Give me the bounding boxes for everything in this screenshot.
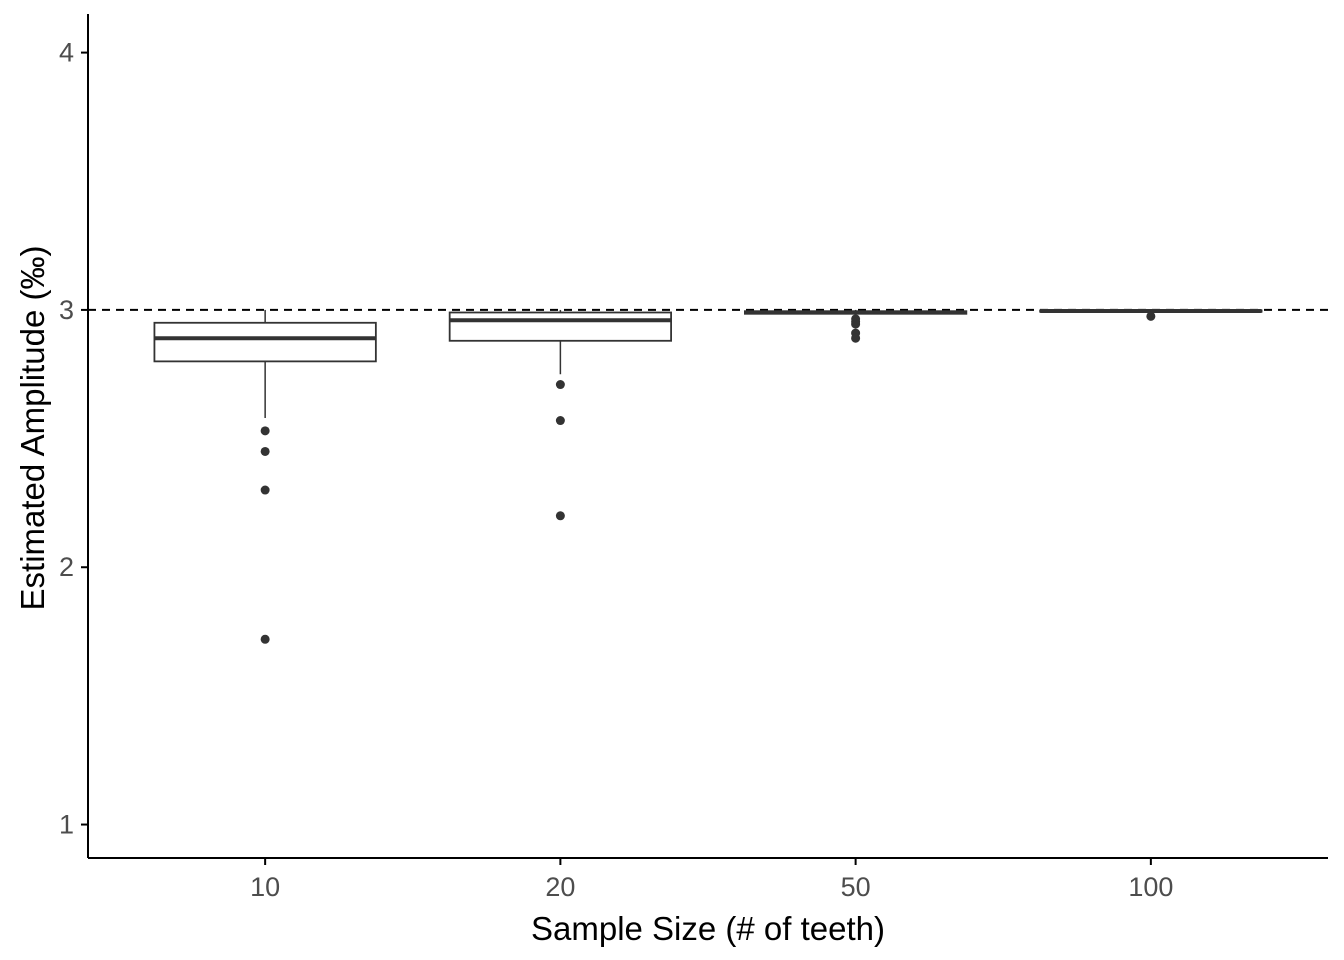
outlier-point <box>555 380 565 390</box>
outlier-point <box>260 426 270 436</box>
y-tick-label: 4 <box>59 38 74 68</box>
y-axis-title: Estimated Amplitude (‰) <box>14 246 51 611</box>
y-tick-label: 2 <box>59 552 74 582</box>
box-group-20 <box>448 309 672 521</box>
outlier-point <box>1146 311 1156 321</box>
x-tick-label: 100 <box>1128 872 1173 902</box>
x-tick-label: 50 <box>841 872 871 902</box>
outlier-point <box>260 446 270 456</box>
box-group-10 <box>153 309 377 644</box>
y-tick-label: 3 <box>59 295 74 325</box>
box <box>448 311 672 342</box>
x-tick-label: 20 <box>545 872 575 902</box>
plot-area <box>88 308 1328 644</box>
outlier-point <box>260 634 270 644</box>
y-tick-label: 1 <box>59 810 74 840</box>
axes <box>87 14 1328 859</box>
outlier-point <box>851 319 861 329</box>
outlier-point <box>555 511 565 521</box>
outlier-point <box>851 333 861 343</box>
outlier-point <box>555 416 565 426</box>
ticks: 1 2 3 4 10 20 50 100 <box>59 38 1173 902</box>
x-axis-title: Sample Size (# of teeth) <box>531 910 885 947</box>
box <box>153 321 377 363</box>
outlier-point <box>260 485 270 495</box>
box-group-50 <box>744 309 968 343</box>
box-group-100 <box>1039 308 1263 321</box>
x-tick-label: 10 <box>250 872 280 902</box>
